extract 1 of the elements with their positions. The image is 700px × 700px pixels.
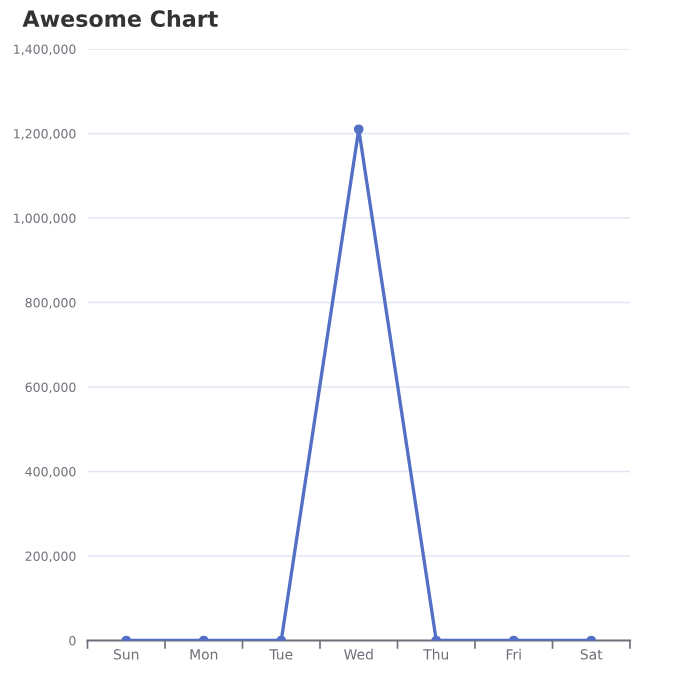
chart-title: Awesome Chart — [22, 9, 218, 28]
